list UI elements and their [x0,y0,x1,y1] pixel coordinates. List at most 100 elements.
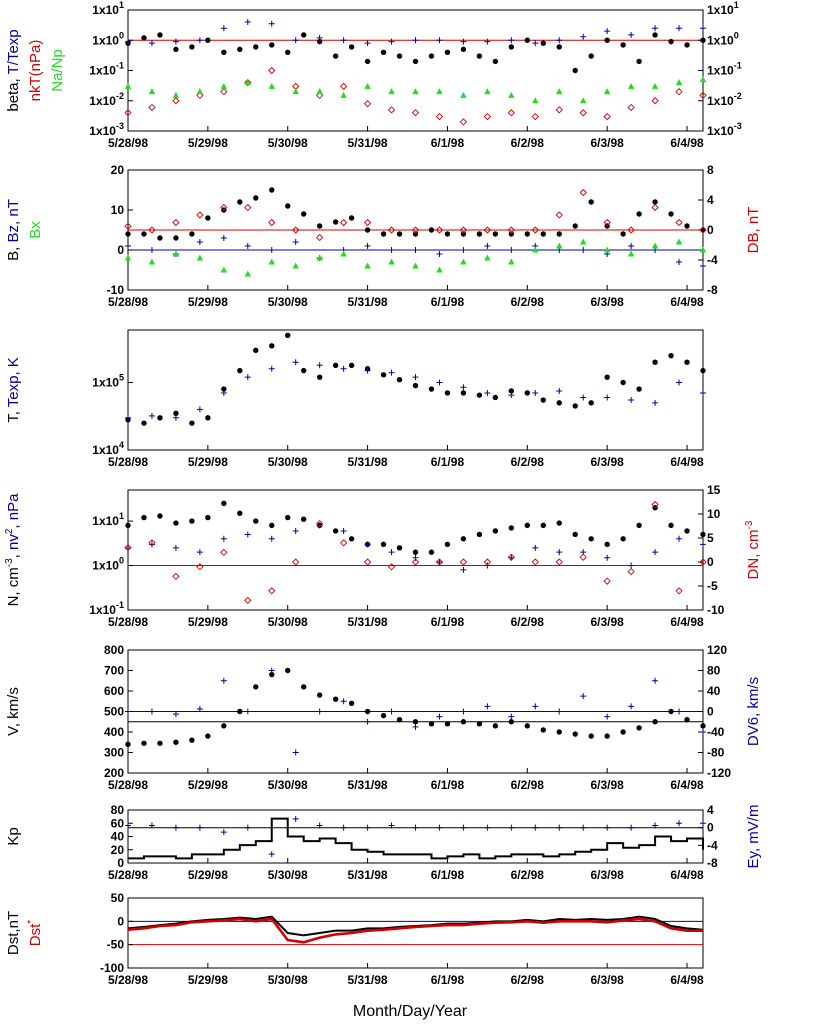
series-t-point [508,388,515,394]
series-texp-point [508,392,515,399]
series-texp-point [388,369,395,376]
series-t-point [141,420,147,426]
y2-axis-label: DN, cm-3​ [744,520,762,579]
series-db-point [555,211,563,219]
series-v-point [253,684,259,690]
series-beta-point [636,58,642,65]
series-ey-point [676,820,683,827]
y2-tick-label: 1x10-2 [707,91,742,108]
series-dv6-point [244,708,251,715]
series-n-point [380,541,387,548]
series-n-point [604,541,610,548]
y-axis-label: T, Texp, K [5,357,22,423]
series-t-point [460,390,467,396]
series-dn-point [339,539,348,547]
x-tick-label: 5/29/98 [188,868,228,882]
series-bz-point [292,239,299,245]
x-tick-label: 5/28/98 [108,455,148,469]
series-ey-point [388,822,395,829]
series-db-point [292,226,300,234]
series-t-point [572,403,578,409]
series-db-point [651,203,659,212]
series-v-point [620,729,626,735]
y2-tick-label: 4 [707,193,714,207]
series-texp-point [436,379,443,386]
series-beta-point [684,42,690,48]
y-tick-label: 0 [117,856,124,870]
x-tick-label: 5/28/98 [108,868,148,882]
series-dn-point [627,567,635,576]
series-bz-point [125,243,131,249]
y2-tick-label: 8 [707,163,714,177]
series-t-texp-point [604,28,611,35]
series-texp-point [268,365,275,372]
series-n-point [173,520,179,526]
series-bz-point [700,263,706,269]
series-t-texp-point [244,19,251,26]
series-dv6-point [148,708,155,715]
series-bz-point [676,259,683,265]
series-dn-point [196,563,204,571]
y-axis-label: Dst,nT [5,911,22,955]
series-beta-point [444,49,451,55]
series-bx-point [460,258,467,265]
series-n-point [460,536,467,542]
series-beta-point [652,32,658,38]
series-n-point [205,514,211,521]
series-v-point [508,719,515,725]
series-dn-point [244,596,252,605]
series-v-point [189,737,195,743]
series-db-point [220,203,228,212]
series-bz-point [580,247,587,253]
series-na-np-point [532,97,539,104]
x-tick-label: 6/2/98 [511,295,545,309]
series-dv6-point [532,703,539,710]
y-tick-label: 10 [111,203,125,217]
x-tick-label: 6/4/98 [670,778,704,792]
series-ey-point [340,824,347,831]
series-n-point [221,500,227,507]
series-v-point [556,729,562,735]
series-v-point [237,708,243,715]
x-tick-label: 5/29/98 [188,295,228,309]
series-beta-point [189,44,195,50]
series-nkt-point [699,91,707,100]
series-v-point [316,692,323,698]
series-bx-point [292,262,299,269]
series-bz-point [628,243,635,249]
series-db-point [148,226,156,234]
x-tick-label: 5/28/98 [108,778,148,792]
series-b-point [508,231,515,237]
series-na-np-point [292,88,299,95]
series-db-point [316,233,324,242]
y2-tick-label: -120 [707,766,731,780]
series-na-np-point [172,91,180,98]
series-b-point [684,223,690,229]
series-nkt-point [196,91,204,100]
x-tick-label: 5/30/98 [268,973,308,987]
series-ey-point [148,822,155,829]
y-tick-label: 1x100 [92,30,124,47]
series-b-point [636,211,642,217]
x-tick-label: 5/30/98 [268,615,308,629]
x-tick-label: 6/1/98 [431,136,465,150]
x-tick-label: 5/30/98 [268,455,308,469]
series-bx-point [172,250,180,257]
series-t-point [189,420,195,426]
series-beta-point [253,44,259,50]
series-dn-point [268,587,276,595]
y2-axis-label: nkT(nPa) [27,40,44,102]
series-ey-point [268,851,275,858]
series-texp-point [652,399,659,406]
series-t-point [652,359,658,365]
series-nv2-point [316,522,323,529]
y-tick-label: 500 [104,705,124,719]
series-na-np-point [603,88,611,95]
series-beta-point [524,37,531,43]
series-t-texp-point [125,38,131,45]
series-bx-point [412,262,419,269]
series-v-point [205,733,211,739]
series-beta-point [269,42,275,48]
series-dn-point [387,563,396,571]
y-tick-label: -100 [100,961,124,975]
